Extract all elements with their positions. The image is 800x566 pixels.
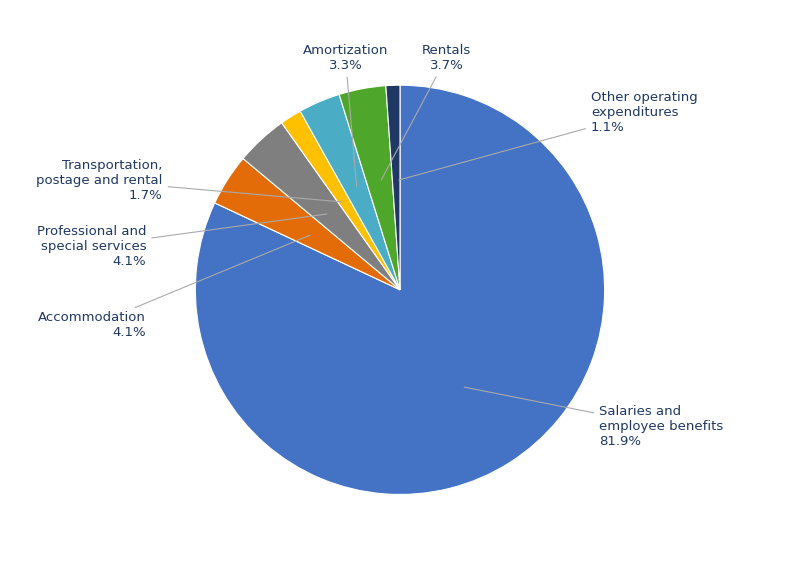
Wedge shape <box>386 85 400 290</box>
Text: Transportation,
postage and rental
1.7%: Transportation, postage and rental 1.7% <box>36 159 342 202</box>
Text: Professional and
special services
4.1%: Professional and special services 4.1% <box>37 214 327 268</box>
Wedge shape <box>300 95 400 290</box>
Text: Accommodation
4.1%: Accommodation 4.1% <box>38 235 310 339</box>
Text: Amortization
3.3%: Amortization 3.3% <box>302 44 388 187</box>
Wedge shape <box>243 123 400 290</box>
Wedge shape <box>195 85 605 495</box>
Wedge shape <box>282 111 400 290</box>
Wedge shape <box>339 85 400 290</box>
Text: Other operating
expenditures
1.1%: Other operating expenditures 1.1% <box>399 91 698 180</box>
Wedge shape <box>214 158 400 290</box>
Text: Salaries and
employee benefits
81.9%: Salaries and employee benefits 81.9% <box>464 387 723 448</box>
Text: Rentals
3.7%: Rentals 3.7% <box>381 44 471 180</box>
